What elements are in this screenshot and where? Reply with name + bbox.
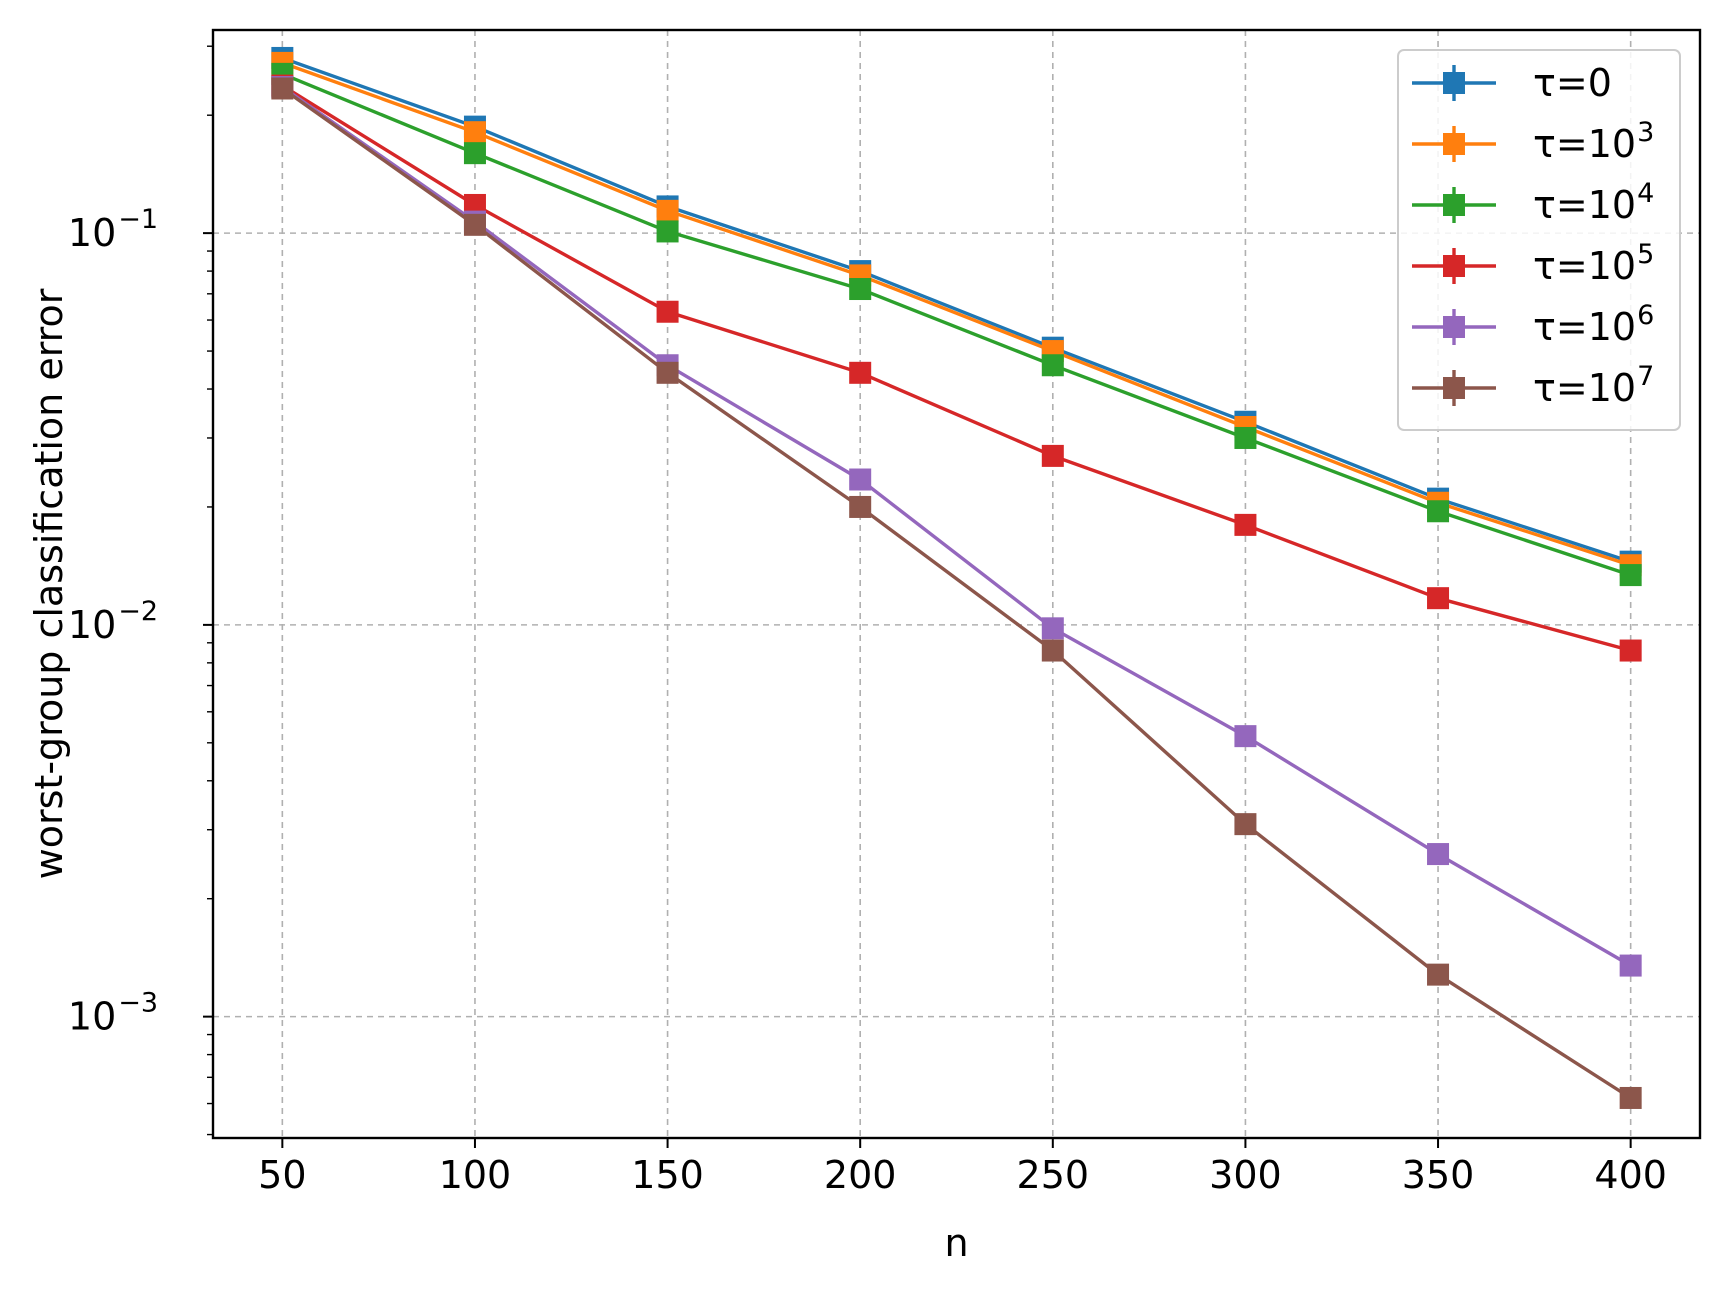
x-tick-label: 250 — [1017, 1153, 1090, 1197]
x-tick-label: 100 — [439, 1153, 512, 1197]
data-point — [1427, 500, 1450, 523]
data-point — [463, 121, 486, 144]
legend-item: τ=104 — [1412, 178, 1654, 227]
y-tick-label: 10−1 — [68, 204, 158, 255]
legend-item: τ=107 — [1412, 361, 1654, 410]
legend-item: τ=103 — [1412, 117, 1654, 166]
data-point — [1041, 617, 1064, 640]
data-point — [656, 199, 679, 222]
x-tick-label: 300 — [1209, 1153, 1282, 1197]
x-tick-label: 350 — [1402, 1153, 1475, 1197]
y-tick-label: 10−3 — [68, 988, 158, 1039]
data-point — [1427, 587, 1450, 610]
data-point — [656, 361, 679, 384]
series-layer — [271, 46, 1642, 1109]
data-point — [1619, 1086, 1642, 1109]
x-axis-label: n — [944, 1221, 968, 1265]
legend-label: τ=107 — [1533, 361, 1654, 410]
x-axis: 50 100 150 200 250 300 350 400 — [258, 1138, 1667, 1197]
legend-label: τ=106 — [1533, 300, 1654, 349]
legend-marker — [1443, 133, 1465, 155]
data-point — [1234, 426, 1257, 449]
x-tick-label: 150 — [631, 1153, 704, 1197]
x-tick-label: 200 — [824, 1153, 897, 1197]
x-tick-label: 400 — [1594, 1153, 1667, 1197]
y-axis: 10−1 10−2 10−3 — [68, 45, 213, 1136]
series — [271, 74, 1642, 662]
data-point — [849, 495, 872, 518]
series-line — [281, 87, 1632, 1100]
data-point — [463, 142, 486, 165]
data-point — [656, 300, 679, 323]
data-point — [1427, 843, 1450, 866]
legend-marker — [1443, 72, 1465, 94]
data-point — [1619, 564, 1642, 587]
data-point — [1619, 639, 1642, 662]
data-point — [656, 220, 679, 243]
legend: τ=0 τ=103 τ=104 τ=105 τ=106 τ=107 — [1397, 49, 1681, 431]
data-point — [1041, 444, 1064, 467]
legend-label: τ=105 — [1533, 239, 1654, 288]
legend-label: τ=104 — [1533, 178, 1654, 227]
plot-frame — [211, 28, 1702, 1140]
legend-item: τ=105 — [1412, 239, 1654, 288]
series — [271, 77, 1642, 1109]
legend-marker — [1443, 377, 1465, 399]
data-point — [1427, 963, 1450, 986]
data-point — [849, 278, 872, 301]
series-line — [281, 72, 1632, 577]
y-tick-label: 10−2 — [68, 596, 158, 647]
legend-marker — [1443, 194, 1465, 216]
y-axis-label: worst-group classification error — [27, 288, 71, 879]
data-point — [1234, 813, 1257, 836]
series-line — [281, 85, 1632, 968]
legend-label: τ=103 — [1533, 117, 1654, 166]
legend-item: τ=106 — [1412, 300, 1654, 349]
legend-marker — [1443, 316, 1465, 338]
legend-marker — [1443, 255, 1465, 277]
series — [271, 62, 1642, 587]
data-point — [463, 193, 486, 216]
data-point — [1619, 954, 1642, 977]
series-line — [281, 56, 1632, 564]
data-point — [1234, 725, 1257, 748]
series-line — [281, 84, 1632, 653]
legend-item: τ=0 — [1412, 61, 1612, 105]
series-line — [281, 61, 1632, 567]
data-point — [1041, 354, 1064, 377]
data-point — [1234, 513, 1257, 536]
data-point — [849, 361, 872, 384]
legend-label: τ=0 — [1533, 61, 1612, 105]
data-point — [1041, 639, 1064, 662]
data-point — [463, 213, 486, 236]
data-point — [849, 468, 872, 491]
x-tick-label: 50 — [258, 1153, 306, 1197]
data-point — [271, 77, 294, 100]
